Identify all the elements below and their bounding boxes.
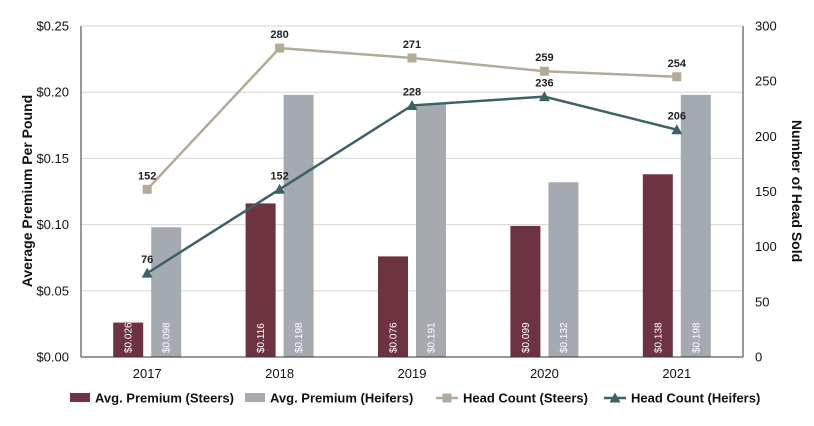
y2-tick-label: 300 (755, 19, 777, 34)
bar-value-label: $0.138 (653, 322, 664, 353)
point-value-label: 271 (403, 39, 421, 51)
bar-value-label: $0.098 (162, 322, 173, 353)
x-tick-label: 2020 (530, 366, 559, 381)
point-value-label: 152 (138, 170, 156, 182)
point-value-label: 76 (141, 254, 153, 266)
line-marker (609, 392, 621, 403)
y2-tick-label: 100 (755, 239, 777, 254)
y2-tick-label: 200 (755, 129, 777, 144)
legend-swatch (245, 393, 265, 402)
bar (113, 322, 144, 357)
point-value-label: 206 (668, 111, 686, 123)
y2-tick-label: 0 (755, 350, 762, 365)
y2-tick-label: 150 (755, 184, 777, 199)
line-marker (442, 393, 452, 403)
line-marker (407, 53, 417, 63)
bar-value-label: $0.198 (691, 322, 702, 353)
x-tick-label: 2018 (265, 366, 294, 381)
bar-value-label: $0.076 (389, 322, 400, 353)
legend-swatch (70, 393, 90, 402)
series-line (146, 95, 678, 275)
y-tick-label: $0.10 (36, 217, 69, 232)
bar (378, 256, 408, 357)
y-tick-label: $0.15 (36, 151, 69, 166)
point-value-label: 259 (535, 52, 553, 64)
bar-value-label: $0.099 (521, 322, 532, 353)
line-marker (141, 267, 153, 278)
legend-label: Head Count (Steers) (463, 391, 588, 406)
legend-label: Avg. Premium (Steers) (95, 391, 234, 406)
point-value-label: 280 (270, 29, 288, 41)
y2-tick-label: 50 (755, 294, 769, 309)
bar (548, 182, 579, 357)
lines: 152 280 271 259 254 76 152 228 236 206 (138, 29, 687, 278)
series-line (146, 46, 677, 191)
x-tick-label: 2017 (133, 366, 162, 381)
point-value-label: 236 (535, 78, 553, 90)
line-marker (672, 72, 682, 82)
bars: $0.026 $0.116 $0.076 $0.099 $0.138 $0.098 $0.1… (113, 94, 711, 358)
point-value-label: 254 (668, 58, 687, 70)
line-marker (538, 91, 550, 102)
x-tick-label: 2021 (662, 366, 691, 381)
bar (245, 203, 276, 357)
line-marker (142, 184, 152, 194)
y-tick-label: $0.25 (36, 19, 69, 34)
y-tick-label: $0.05 (36, 283, 69, 298)
legend: Avg. Premium (Steers) Avg. Premium (Heife… (70, 391, 760, 406)
legend-label: Avg. Premium (Heifers) (270, 391, 413, 406)
line-marker (671, 124, 683, 135)
point-value-label: 152 (270, 170, 288, 182)
line-marker (275, 43, 285, 53)
y2-tick-label: 250 (755, 74, 777, 89)
bar (283, 94, 314, 358)
y-axis-title: Average Premium Per Pound (19, 95, 35, 287)
y-tick-label: $0.20 (36, 85, 69, 100)
legend-label: Head Count (Heifers) (631, 391, 760, 406)
point-value-label: 228 (403, 86, 421, 98)
bar-value-label: $0.116 (256, 323, 267, 353)
bar-value-label: $0.132 (559, 322, 570, 353)
line-marker (274, 183, 286, 194)
axes: $0.00 $0.05 $0.10 $0.15 $0.20 $0.25 0 50 100 150 2… (36, 19, 776, 382)
bar-value-label: $0.191 (427, 322, 438, 353)
y2-axis-title: Number of Head Sold (789, 120, 805, 262)
bar (642, 174, 673, 357)
bar (151, 227, 182, 357)
gridlines (81, 25, 743, 292)
bar-value-label: $0.198 (294, 322, 305, 353)
bar-value-label: $0.026 (124, 322, 135, 353)
line-marker (406, 99, 418, 110)
bar (680, 94, 711, 358)
bar (416, 104, 446, 357)
x-tick-label: 2019 (398, 366, 427, 381)
bar (510, 225, 541, 357)
y-tick-label: $0.00 (36, 350, 69, 365)
line-marker (539, 66, 549, 76)
